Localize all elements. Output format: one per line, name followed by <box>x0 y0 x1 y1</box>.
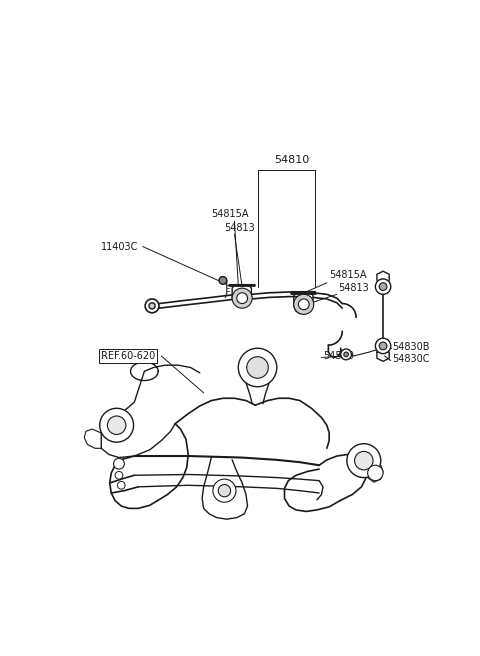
Circle shape <box>145 299 159 313</box>
Circle shape <box>375 279 391 295</box>
Text: REF.60-620: REF.60-620 <box>101 351 156 361</box>
Circle shape <box>213 479 236 502</box>
Circle shape <box>294 295 314 314</box>
Circle shape <box>247 357 268 379</box>
Circle shape <box>355 451 373 470</box>
Circle shape <box>219 277 227 284</box>
Circle shape <box>238 348 277 387</box>
Text: 54813: 54813 <box>338 283 369 293</box>
Circle shape <box>100 408 133 442</box>
Text: 11403C: 11403C <box>101 241 139 252</box>
Circle shape <box>341 349 351 359</box>
Circle shape <box>218 485 230 497</box>
Circle shape <box>375 338 391 354</box>
Circle shape <box>118 482 125 489</box>
Circle shape <box>115 472 123 479</box>
Text: 54559: 54559 <box>323 351 354 361</box>
Circle shape <box>379 342 387 350</box>
Text: 54813: 54813 <box>225 223 255 233</box>
Text: 54810: 54810 <box>275 155 310 165</box>
Circle shape <box>108 416 126 434</box>
Circle shape <box>347 443 381 478</box>
Text: 54830C: 54830C <box>392 354 430 364</box>
Text: 54815A: 54815A <box>211 209 249 219</box>
Circle shape <box>114 459 124 469</box>
Text: 54815A: 54815A <box>329 270 367 281</box>
Circle shape <box>379 283 387 291</box>
Circle shape <box>237 293 248 304</box>
Circle shape <box>149 303 155 309</box>
Text: 54830B: 54830B <box>392 342 430 352</box>
Circle shape <box>299 299 309 310</box>
Circle shape <box>232 288 252 308</box>
Circle shape <box>344 352 348 357</box>
Circle shape <box>368 465 383 481</box>
